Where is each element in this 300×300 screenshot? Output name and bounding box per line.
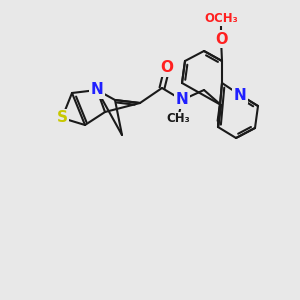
Text: OCH₃: OCH₃: [204, 13, 238, 26]
Text: CH₃: CH₃: [166, 112, 190, 125]
Text: O: O: [215, 32, 227, 46]
Text: O: O: [160, 61, 173, 76]
Text: OCH₃: OCH₃: [204, 13, 238, 26]
Text: N: N: [234, 88, 246, 103]
Text: N: N: [176, 92, 188, 107]
Text: N: N: [91, 82, 103, 98]
Text: O: O: [214, 32, 227, 46]
Text: S: S: [56, 110, 68, 125]
